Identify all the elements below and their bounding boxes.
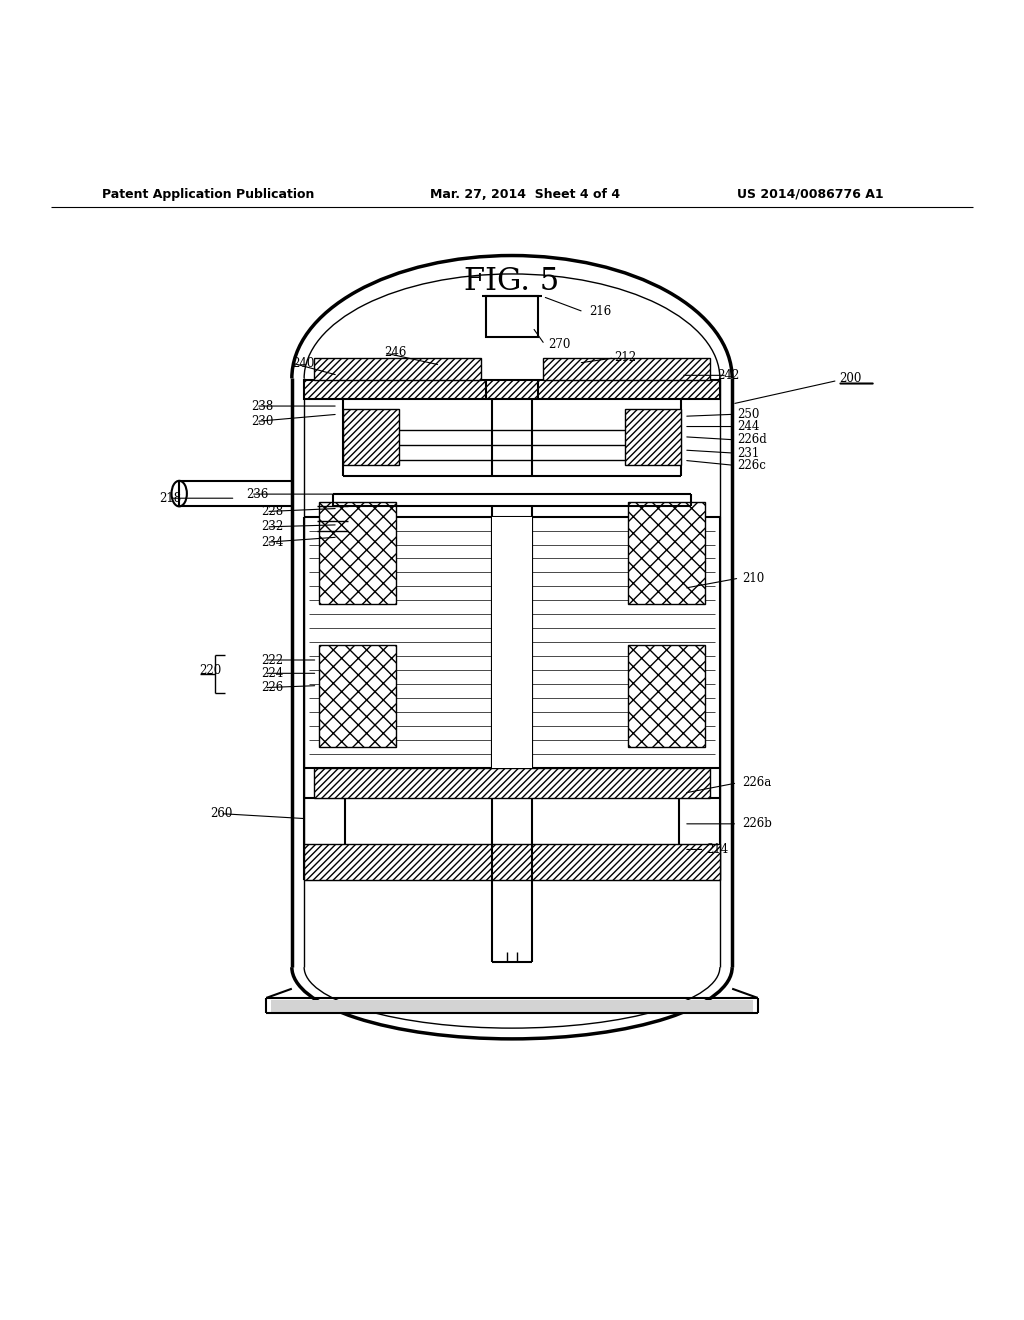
Bar	[628, 645, 705, 747]
Bar	[304, 380, 720, 399]
Text: 218: 218	[159, 492, 181, 504]
Text: 230: 230	[251, 414, 273, 428]
Text: 250: 250	[737, 408, 760, 421]
Text: FIG. 5: FIG. 5	[464, 265, 560, 297]
Text: 200: 200	[840, 372, 862, 385]
Text: 214: 214	[707, 843, 729, 855]
Text: 224: 224	[261, 667, 284, 680]
Text: 228: 228	[261, 506, 284, 517]
Bar	[625, 409, 681, 466]
Text: US 2014/0086776 A1: US 2014/0086776 A1	[737, 187, 884, 201]
Text: 232: 232	[261, 520, 284, 533]
Text: 220: 220	[200, 664, 222, 677]
Bar	[314, 767, 710, 799]
Bar	[319, 645, 396, 747]
Text: 226b: 226b	[742, 817, 772, 830]
Text: 226d: 226d	[737, 433, 767, 446]
Text: Patent Application Publication: Patent Application Publication	[102, 187, 314, 201]
Text: 246: 246	[384, 346, 407, 359]
Text: 212: 212	[614, 351, 637, 364]
Text: 260: 260	[210, 807, 232, 820]
Bar	[319, 502, 396, 605]
Bar	[343, 409, 399, 466]
Bar	[271, 1001, 753, 1014]
Bar	[492, 516, 532, 767]
Text: 226a: 226a	[742, 776, 772, 789]
Text: 242: 242	[717, 368, 739, 381]
Text: 222: 222	[261, 653, 284, 667]
Text: 234: 234	[261, 536, 284, 549]
Text: 240: 240	[292, 356, 314, 370]
Bar	[304, 845, 720, 880]
Text: 226: 226	[261, 681, 284, 694]
Text: 244: 244	[737, 420, 760, 433]
Text: 226c: 226c	[737, 459, 766, 473]
Text: 216: 216	[589, 305, 611, 318]
Text: 270: 270	[548, 338, 570, 351]
Bar	[314, 358, 481, 380]
Bar	[543, 358, 710, 380]
Text: 210: 210	[742, 572, 765, 585]
Bar	[486, 297, 538, 338]
Text: 238: 238	[251, 400, 273, 413]
Bar	[628, 502, 705, 605]
Text: Mar. 27, 2014  Sheet 4 of 4: Mar. 27, 2014 Sheet 4 of 4	[430, 187, 621, 201]
Text: 231: 231	[737, 446, 760, 459]
Text: 236: 236	[246, 487, 268, 500]
